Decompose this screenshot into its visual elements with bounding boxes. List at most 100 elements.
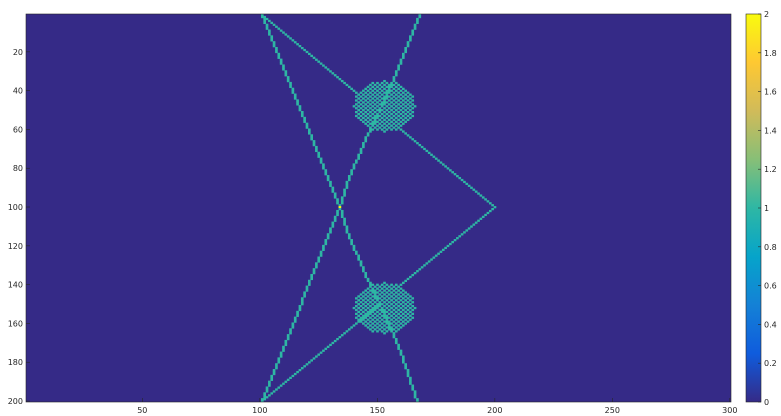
heatmap-cell (284, 339, 288, 343)
heatmap-cell (371, 303, 375, 306)
heatmap-cell (329, 184, 332, 187)
heatmap-cell (437, 252, 440, 255)
heatmap-cell (326, 178, 330, 182)
heatmap-cell (390, 287, 393, 290)
heatmap-cell (343, 190, 346, 193)
heatmap-cell (385, 120, 389, 123)
heatmap-cell (272, 45, 276, 48)
heatmap-cell (364, 91, 368, 94)
heatmap-cell (364, 289, 368, 292)
heatmap-cell (406, 107, 410, 110)
heatmap-cell (277, 359, 281, 362)
heatmap-cell (261, 15, 264, 19)
heatmap-cell (376, 306, 379, 310)
heatmap-cell (326, 175, 330, 178)
heatmap-cell (380, 287, 384, 290)
heatmap-cell (357, 306, 360, 310)
heatmap-cell (385, 303, 389, 306)
y-tick-label: 20 (13, 48, 23, 57)
heatmap-cell (359, 147, 363, 151)
heatmap-cell (369, 310, 372, 314)
heatmap-cell (298, 306, 302, 310)
heatmap-cell (387, 99, 391, 102)
heatmap-cell (291, 87, 295, 90)
heatmap-cell (397, 103, 400, 106)
heatmap-cell (319, 159, 323, 162)
heatmap-cell (380, 109, 384, 112)
heatmap-cell (357, 97, 360, 100)
heatmap-cell (364, 273, 368, 277)
heatmap-cell (362, 314, 365, 317)
heatmap-cell (326, 176, 330, 180)
heatmap-cell (394, 109, 398, 112)
heatmap-cell (392, 103, 396, 106)
heatmap-cell (373, 107, 377, 110)
heatmap-cell (352, 105, 356, 108)
heatmap-cell (409, 116, 412, 120)
heatmap-cell (404, 291, 407, 294)
heatmap-cell (293, 320, 297, 323)
heatmap-cell (383, 316, 386, 319)
heatmap-cell (383, 328, 386, 331)
heatmap-cell (364, 111, 368, 114)
heatmap-cell (392, 107, 396, 110)
heatmap-cell (364, 138, 368, 141)
heatmap-cell (338, 206, 342, 209)
heatmap-cell (359, 264, 363, 267)
y-tick-label: 120 (8, 242, 23, 251)
heatmap-cell (392, 78, 396, 81)
heatmap-cell (390, 83, 393, 87)
heatmap-cell (362, 270, 365, 273)
heatmap-cell (366, 312, 370, 315)
heatmap-cell (387, 326, 391, 329)
heatmap-cell (369, 114, 372, 118)
heatmap-cell (376, 105, 379, 108)
heatmap-cell (385, 81, 389, 85)
heatmap-cell (366, 132, 370, 135)
heatmap-cell (364, 95, 368, 98)
heatmap-cell (406, 305, 410, 308)
heatmap-cell (329, 227, 332, 230)
heatmap-cell (279, 353, 283, 356)
heatmap-cell (347, 178, 351, 182)
heatmap-cell (371, 81, 375, 85)
heatmap-cell (392, 305, 396, 308)
heatmap-cell (357, 299, 360, 302)
heatmap-cell (394, 124, 398, 127)
heatmap-cell (402, 111, 405, 114)
heatmap-cell (380, 81, 384, 85)
heatmap-cell (324, 171, 328, 174)
heatmap-cell (387, 89, 391, 92)
heatmap-cell (378, 122, 382, 125)
heatmap-cell (303, 293, 306, 296)
heatmap-cell (366, 85, 370, 89)
heatmap-cell (357, 116, 360, 120)
heatmap-cell (282, 64, 285, 67)
heatmap-cell (357, 320, 360, 323)
heatmap-cell (383, 297, 386, 300)
heatmap-cell (380, 308, 384, 312)
heatmap-cell (371, 93, 375, 96)
y-tick-label: 100 (8, 203, 23, 212)
heatmap-cell (364, 140, 368, 143)
heatmap-cell (329, 231, 332, 234)
heatmap-cell (355, 308, 358, 312)
heatmap-cell (409, 109, 412, 112)
heatmap-cell (329, 343, 332, 347)
heatmap-cell (418, 14, 422, 17)
heatmap-cell (333, 215, 337, 218)
heatmap-cell (402, 87, 405, 90)
heatmap-cell (312, 140, 316, 143)
heatmap-cell (406, 91, 410, 94)
heatmap-cell (366, 318, 370, 321)
heatmap-cell (387, 289, 391, 292)
heatmap-cell (383, 285, 386, 288)
heatmap-cell (272, 372, 276, 376)
heatmap-cell (402, 130, 405, 133)
heatmap-cell (336, 211, 339, 215)
heatmap-cell (394, 339, 398, 343)
heatmap-cell (286, 378, 290, 381)
heatmap-cell (373, 114, 377, 118)
heatmap-cell (282, 349, 285, 352)
y-tick-label: 80 (13, 164, 23, 173)
